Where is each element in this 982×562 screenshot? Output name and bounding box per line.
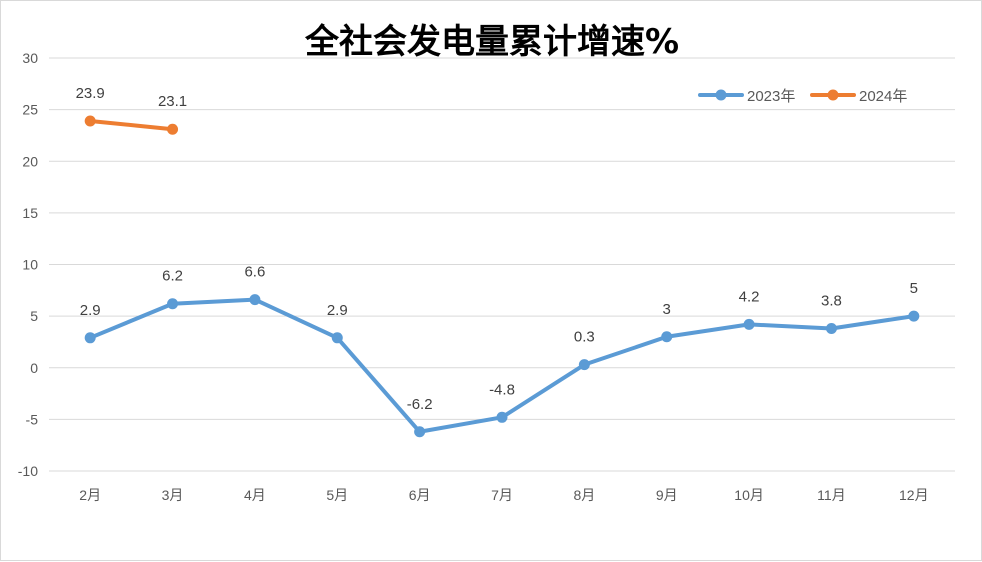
data-label: 5 — [910, 280, 918, 297]
x-tick-label: 7月 — [491, 487, 513, 503]
data-point — [84, 332, 96, 344]
data-point — [496, 411, 508, 423]
data-label: 6.2 — [162, 268, 183, 285]
y-axis-ticks: 30 25 20 15 10 5 0 -5 -10 — [18, 50, 38, 479]
y-tick-label: 0 — [30, 360, 38, 376]
x-tick-label: 3月 — [162, 487, 184, 503]
x-tick-label: 9月 — [656, 487, 678, 503]
y-tick-label: -10 — [18, 463, 38, 479]
y-tick-label: 10 — [22, 257, 38, 273]
x-tick-label: 5月 — [326, 487, 348, 503]
data-label: 2.9 — [327, 302, 348, 319]
data-point — [908, 310, 920, 322]
legend-swatch-marker — [715, 89, 727, 101]
x-axis-ticks: 2月 3月 4月 5月 6月 7月 8月 9月 10月 11月 12月 — [79, 487, 928, 503]
legend-label: 2024年 — [859, 88, 907, 105]
data-label: 23.1 — [158, 93, 187, 110]
y-tick-label: -5 — [26, 411, 39, 427]
data-point — [661, 331, 673, 343]
data-point — [167, 298, 179, 310]
data-point — [825, 323, 837, 335]
data-point — [167, 123, 179, 135]
data-point — [578, 359, 590, 371]
x-tick-label: 6月 — [409, 487, 431, 503]
data-point — [249, 294, 261, 306]
data-label: 6.6 — [244, 264, 265, 281]
y-tick-label: 25 — [22, 102, 38, 118]
data-label: 0.3 — [574, 329, 595, 346]
series-line — [88, 118, 175, 132]
x-tick-label: 11月 — [817, 487, 846, 503]
data-label: 4.2 — [739, 288, 760, 305]
data-label: -6.2 — [407, 396, 433, 413]
x-tick-label: 10月 — [734, 487, 764, 503]
data-point — [414, 426, 426, 438]
data-label: 23.9 — [76, 85, 105, 102]
data-label: 3.8 — [821, 293, 842, 310]
x-tick-label: 12月 — [899, 487, 929, 503]
data-point — [331, 332, 343, 344]
y-tick-label: 5 — [30, 308, 38, 324]
y-tick-label: 20 — [22, 153, 38, 169]
data-label: -4.8 — [489, 381, 515, 398]
data-labels: 2.9 6.2 6.6 2.9 -6.2 -4.8 0.3 3 4.2 3.8 5 23.9 23.1 — [76, 85, 918, 413]
legend-swatch-marker — [827, 89, 839, 101]
chart-title: 全社会发电量累计增速% — [304, 22, 679, 62]
x-tick-label: 2月 — [79, 487, 101, 503]
x-tick-label: 8月 — [573, 487, 595, 503]
x-tick-label: 4月 — [244, 487, 266, 503]
legend-label: 2023年 — [747, 88, 795, 105]
y-tick-label: 30 — [22, 50, 38, 66]
legend: 2023年 2024年 — [698, 88, 907, 105]
series-lines — [84, 115, 920, 438]
data-label: 2.9 — [80, 302, 101, 319]
data-label: 3 — [663, 301, 671, 318]
data-point — [743, 318, 755, 330]
y-tick-label: 15 — [22, 205, 38, 221]
data-point — [84, 115, 96, 127]
grid-lines — [49, 57, 955, 472]
